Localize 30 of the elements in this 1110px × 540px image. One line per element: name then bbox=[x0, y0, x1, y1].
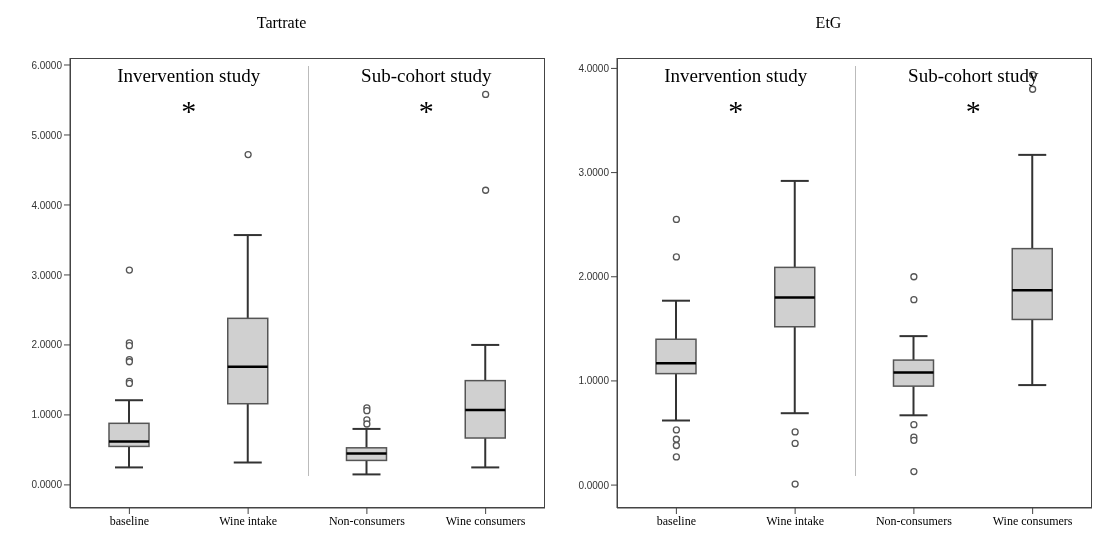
x-tick-label: Wine intake bbox=[219, 513, 278, 528]
y-tick-label: 1.0000 bbox=[578, 375, 610, 387]
y-tick-label: 3.0000 bbox=[578, 167, 610, 179]
chart-title: EtG bbox=[814, 13, 843, 33]
annotation: * bbox=[964, 94, 982, 128]
y-tick-label: 1.0000 bbox=[31, 409, 63, 421]
y-tick-label: 3.0000 bbox=[31, 269, 63, 281]
annotation: Invervention study bbox=[116, 64, 262, 88]
y-tick-label: 4.0000 bbox=[578, 62, 610, 74]
y-tick-label: 6.0000 bbox=[31, 59, 63, 71]
y-tick-label: 2.0000 bbox=[31, 339, 63, 351]
y-tick-label: 5.0000 bbox=[31, 129, 63, 141]
y-tick-label: 0.0000 bbox=[578, 479, 610, 491]
x-tick-label: Non-consumers bbox=[328, 513, 406, 528]
y-tick-label: 4.0000 bbox=[31, 199, 63, 211]
annotation: Sub-cohort study bbox=[360, 64, 493, 88]
annotation: Sub-cohort study bbox=[907, 64, 1040, 88]
annotation: * bbox=[417, 94, 435, 128]
x-tick-label: Wine consumers bbox=[992, 513, 1073, 528]
annotation: * bbox=[727, 94, 745, 128]
x-tick-label: Wine consumers bbox=[445, 513, 526, 528]
x-tick-label: Wine intake bbox=[766, 513, 825, 528]
x-tick-label: baseline bbox=[109, 513, 150, 528]
x-tick-label: Non-consumers bbox=[875, 513, 953, 528]
chart-title: Tartrate bbox=[255, 13, 308, 33]
annotation: * bbox=[180, 94, 198, 128]
x-tick-label: baseline bbox=[656, 513, 697, 528]
annotation: Invervention study bbox=[663, 64, 809, 88]
y-tick-label: 2.0000 bbox=[578, 271, 610, 283]
y-tick-label: 0.0000 bbox=[31, 479, 63, 491]
